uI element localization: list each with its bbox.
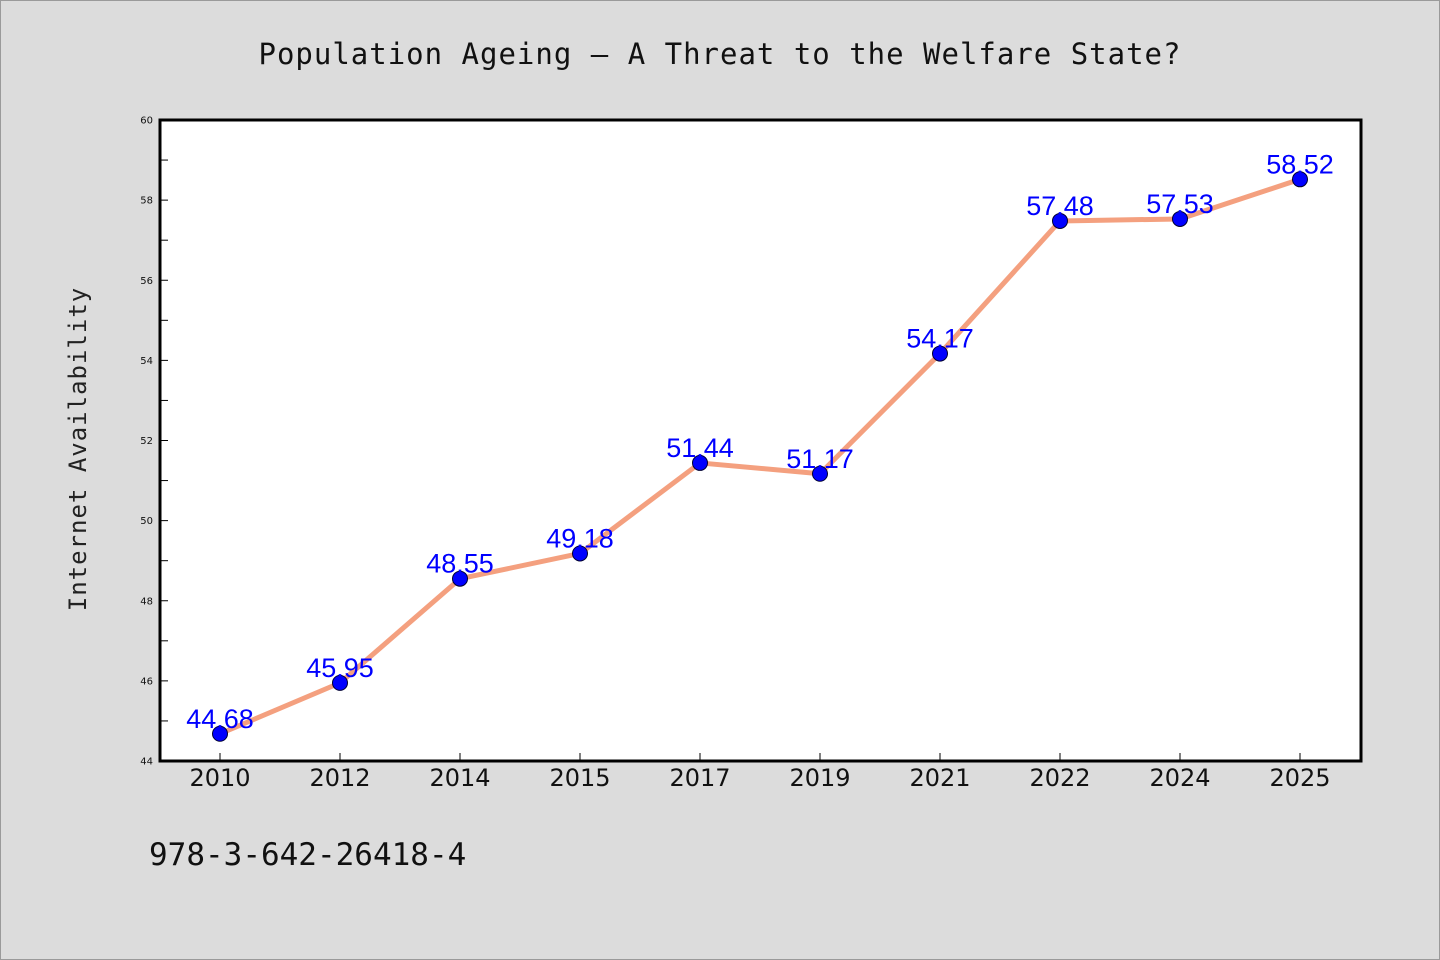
plot-area [158,118,1363,763]
data-point [692,454,708,471]
data-point [812,465,828,482]
y-tick-label: 52 [140,436,153,447]
data-labels: 44.68 45.95 48.55 49.18 51.44 51.17 54.17 57.48… [186,149,1334,733]
y-tick-label: 58 [140,196,153,207]
y-tick-label: 48 [140,596,153,607]
x-tick-label: 2017 [669,764,730,792]
data-points [212,171,1308,742]
y-tick-label: 46 [140,676,153,687]
data-label: 48.55 [426,549,494,579]
y-axis-label: Internet Availability [64,287,92,611]
x-tick-label: 2014 [429,764,490,792]
x-tick-label: 2015 [549,764,610,792]
data-point [572,545,588,562]
y-tick-label: 54 [140,356,153,367]
x-tick-label: 2022 [1029,764,1090,792]
data-label: 45.95 [306,653,374,683]
data-label: 54.17 [906,324,974,354]
data-label: 57.53 [1146,189,1214,219]
series-line-group [217,176,1303,737]
isbn-footer: 978-3-642-26418-4 [149,837,466,873]
x-tick-label: 2012 [309,764,370,792]
y-tick-label: 50 [140,516,153,527]
x-tick-label: 2025 [1269,764,1330,792]
data-point [932,345,948,362]
data-point [212,725,228,742]
x-tick-label: 2024 [1149,764,1210,792]
data-point [332,674,348,691]
data-point [452,570,468,587]
x-axis-ticks: 2010 2012 2014 2015 2017 2019 2021 2022 2024 2025 [189,753,1331,792]
data-label: 44.68 [186,704,254,734]
data-point [1292,171,1308,188]
series-line [217,176,1303,737]
data-point [1052,212,1068,229]
x-tick-label: 2021 [909,764,970,792]
data-label: 51.17 [786,444,854,474]
y-axis-ticks: 44 46 48 50 52 54 56 58 60 [140,116,168,768]
data-label: 49.18 [546,523,614,553]
chart-title: Population Ageing – A Threat to the Welf… [259,37,1182,71]
y-tick-label: 56 [140,276,153,287]
x-tick-label: 2019 [789,764,850,792]
x-tick-label: 2010 [189,764,250,792]
data-label: 51.44 [666,433,734,463]
data-label: 58.52 [1266,149,1334,179]
y-tick-label: 44 [140,757,153,768]
data-label: 57.48 [1026,191,1094,221]
data-point [1172,210,1188,227]
y-tick-label: 60 [140,116,153,127]
